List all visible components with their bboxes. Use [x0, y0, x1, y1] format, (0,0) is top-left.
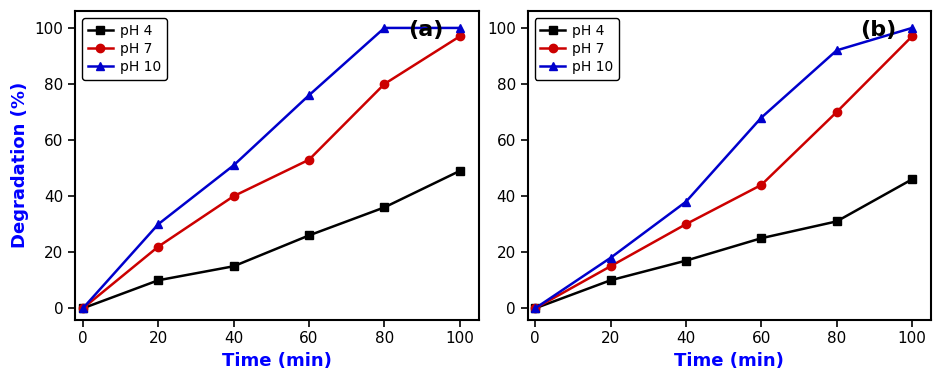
pH 7 [153, 244, 164, 249]
pH 4 [605, 278, 616, 283]
Line: pH 7: pH 7 [531, 32, 917, 312]
pH 4 [680, 258, 691, 263]
Line: pH 4: pH 4 [531, 175, 917, 312]
pH 7 [680, 222, 691, 226]
pH 10 [228, 163, 239, 168]
pH 7 [379, 82, 390, 86]
pH 10 [529, 306, 541, 311]
pH 10 [153, 222, 164, 226]
pH 4 [153, 278, 164, 283]
pH 4 [831, 219, 842, 224]
Text: (a): (a) [409, 20, 444, 40]
pH 7 [906, 34, 918, 38]
pH 4 [228, 264, 239, 269]
Line: pH 10: pH 10 [79, 24, 463, 312]
pH 10 [755, 115, 767, 120]
pH 10 [831, 48, 842, 53]
Line: pH 4: pH 4 [79, 167, 463, 312]
Legend: pH 4, pH 7, pH 10: pH 4, pH 7, pH 10 [82, 18, 167, 80]
pH 7 [529, 306, 541, 311]
pH 7 [454, 34, 465, 38]
pH 7 [755, 182, 767, 187]
pH 7 [831, 110, 842, 114]
pH 7 [228, 194, 239, 199]
pH 10 [605, 256, 616, 260]
Text: (b): (b) [860, 20, 897, 40]
Line: pH 10: pH 10 [531, 24, 917, 312]
pH 10 [906, 26, 918, 30]
pH 4 [529, 306, 541, 311]
pH 4 [303, 233, 315, 238]
Line: pH 7: pH 7 [79, 32, 463, 312]
pH 10 [454, 26, 465, 30]
pH 7 [77, 306, 89, 311]
pH 4 [379, 205, 390, 210]
pH 7 [303, 157, 315, 162]
pH 7 [605, 264, 616, 269]
X-axis label: Time (min): Time (min) [674, 352, 784, 370]
pH 4 [906, 177, 918, 182]
pH 4 [454, 169, 465, 173]
pH 4 [77, 306, 89, 311]
Y-axis label: Degradation (%): Degradation (%) [11, 82, 29, 248]
Legend: pH 4, pH 7, pH 10: pH 4, pH 7, pH 10 [534, 18, 619, 80]
pH 4 [755, 236, 767, 240]
pH 10 [379, 26, 390, 30]
X-axis label: Time (min): Time (min) [222, 352, 332, 370]
pH 10 [680, 200, 691, 204]
pH 10 [77, 306, 89, 311]
pH 10 [303, 93, 315, 98]
